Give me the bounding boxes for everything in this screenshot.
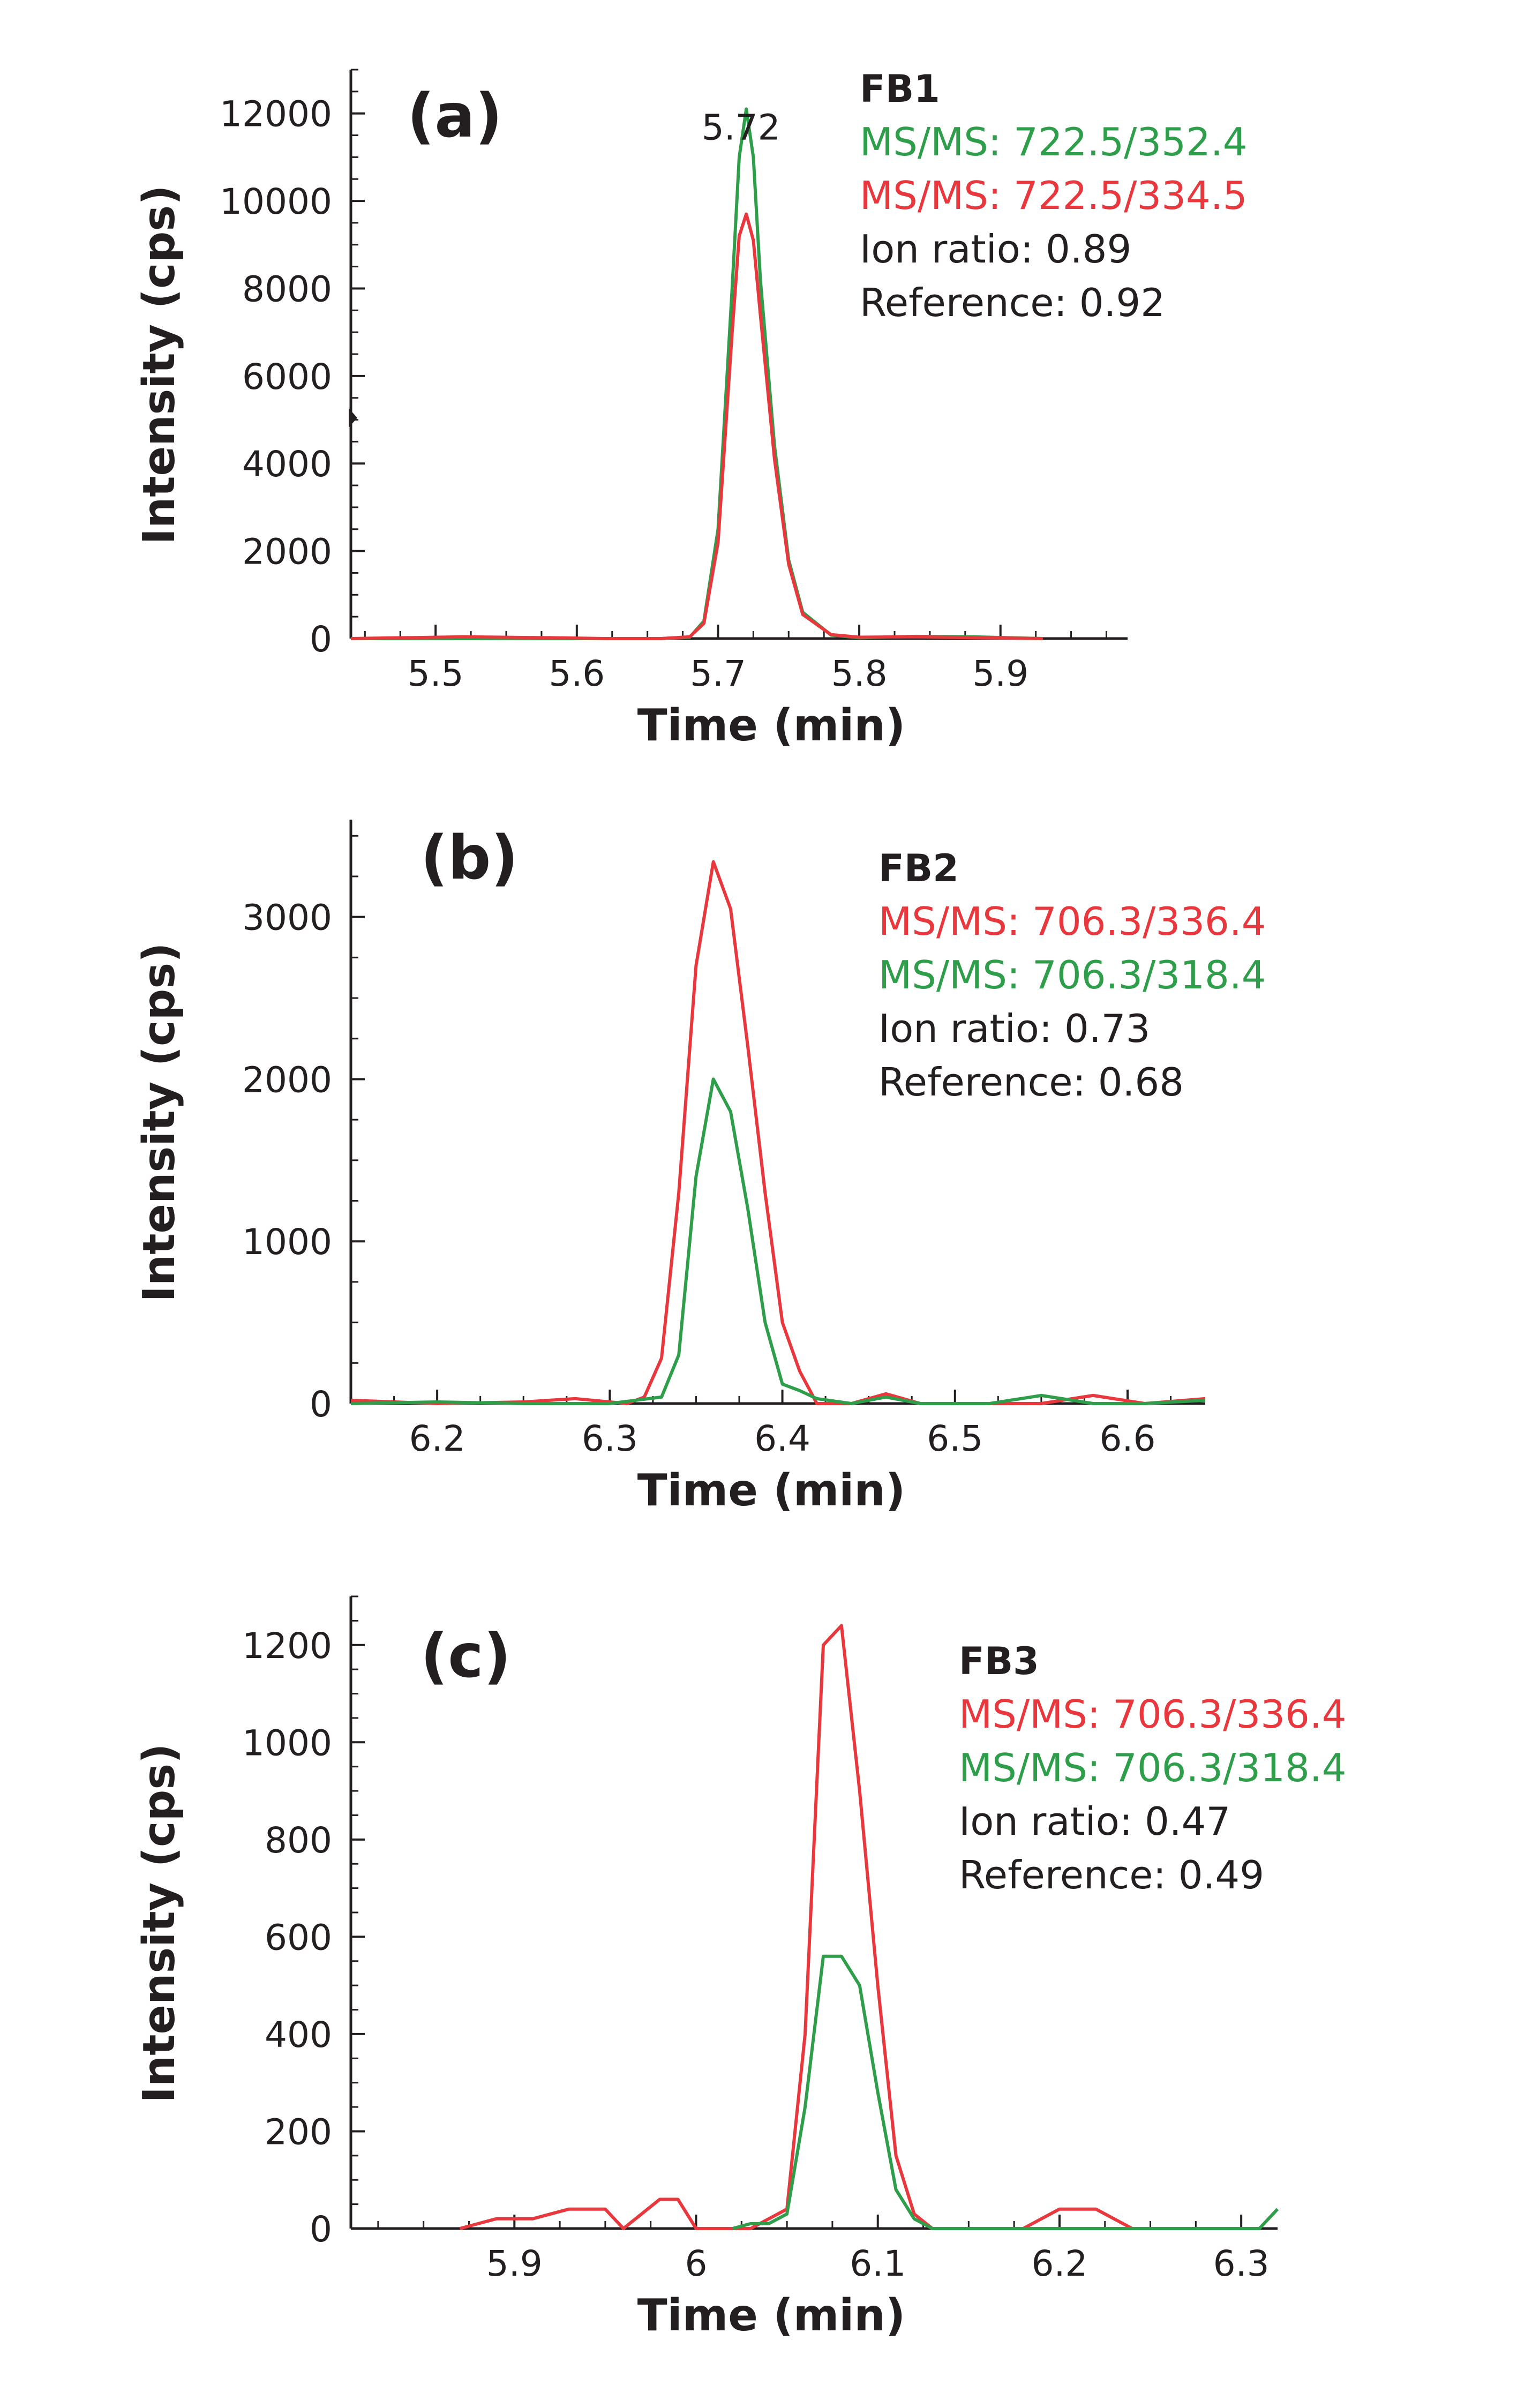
y-tick-label: 2000 [242,1059,332,1100]
legend-entry: Reference: 0.49 [959,1852,1264,1897]
chart-panel-1: 0 2000 4000 6000 8000 10000 12000 5.5 5.6 5.7 5.8 5… [134,67,1248,751]
y-tick-label: 12000 [220,94,332,135]
x-tick-label: 6.1 [850,2243,906,2284]
legend-entry: Ion ratio: 0.73 [878,1006,1150,1051]
y-axis-title: Intensity (cps) [134,942,185,1302]
x-tick-label: 6.4 [754,1418,810,1459]
series-line-green [350,1077,1206,1405]
panel-label: (b) [420,823,519,893]
peak-annotation: 5.72 [702,107,780,148]
x-tick-label: 5.9 [972,653,1028,694]
x-tick-label: 6.6 [1100,1418,1156,1459]
x-tick-label: 5.6 [549,653,605,694]
y-tick-label: 4000 [242,444,332,485]
legend-entry: Ion ratio: 0.89 [860,227,1131,272]
y-tick-label: 600 [265,1917,332,1958]
legend-entry: MS/MS: 706.3/336.4 [959,1692,1347,1737]
legend-entry: MS/MS: 706.3/318.4 [959,1745,1347,1790]
y-tick-label: 8000 [242,268,332,310]
panel-label: (a) [407,81,502,151]
series-line-green [732,1954,1279,2230]
legend-entry: MS/MS: 706.3/336.4 [878,899,1266,944]
x-tick-label: 5.9 [486,2243,543,2284]
x-axis-title: Time (min) [637,1465,906,1516]
legend-entry: Reference: 0.92 [860,280,1165,325]
y-tick-label: 0 [310,619,332,660]
legend-entry: Ion ratio: 0.47 [959,1799,1230,1844]
y-tick-label: 1000 [242,1221,332,1263]
y-tick-label: 3000 [242,897,332,939]
y-tick-label: 10000 [220,181,332,222]
x-tick-label: 6.2 [409,1418,465,1459]
x-axis-title: Time (min) [637,2290,906,2341]
compound-name: FB1 [860,67,940,111]
y-tick-label: 1000 [242,1722,332,1764]
x-tick-label: 6.2 [1031,2243,1087,2284]
y-tick-label: 0 [310,1384,332,1425]
y-tick-label: 2000 [242,531,332,573]
series-line-red [350,212,1043,640]
y-axis-title: Intensity (cps) [134,185,185,544]
chart-panel-3: 0 200 400 600 800 1000 1200 5.9 6 6.1 6.2 6.3 Time (… [134,1595,1347,2341]
x-tick-label: 6.3 [582,1418,638,1459]
y-tick-label: 400 [265,2014,332,2056]
legend-entry: MS/MS: 722.5/352.4 [860,119,1248,164]
chart-panel-2: 0 1000 2000 3000 6.2 6.3 6.4 6.5 6.6 Time (min) In… [134,820,1266,1516]
legend-entry: MS/MS: 722.5/334.5 [860,173,1248,218]
compound-name: FB3 [959,1639,1039,1683]
x-tick-label: 5.7 [690,653,746,694]
x-axis-title: Time (min) [637,700,906,751]
x-tick-label: 5.5 [408,653,464,694]
x-tick-label: 6.5 [927,1418,983,1459]
y-axis-title: Intensity (cps) [134,1743,185,2103]
y-tick-label: 200 [265,2111,332,2152]
y-tick-label: 0 [310,2209,332,2250]
legend-entry: Reference: 0.68 [878,1060,1184,1105]
legend-entry: MS/MS: 706.3/318.4 [878,952,1266,997]
axis-marker [349,408,357,427]
x-tick-label: 6 [685,2243,708,2284]
x-tick-label: 5.8 [831,653,888,694]
compound-name: FB2 [878,846,959,890]
y-tick-label: 6000 [242,356,332,397]
y-tick-label: 1200 [242,1625,332,1667]
x-tick-label: 6.3 [1213,2243,1270,2284]
y-tick-label: 800 [265,1820,332,1861]
panel-label: (c) [420,1622,511,1691]
